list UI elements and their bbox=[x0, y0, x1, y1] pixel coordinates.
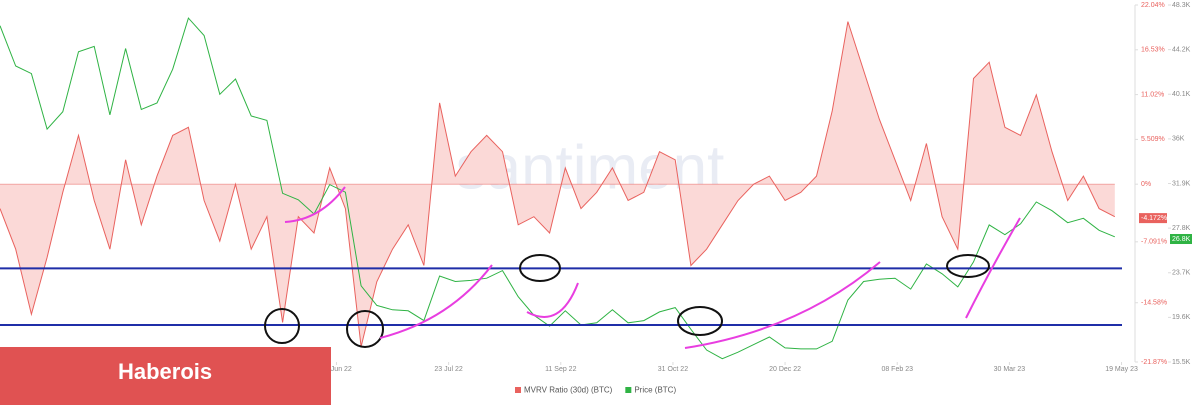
plot-layer: santiment-21.87%-14.58%-7.091%0%5.509%11… bbox=[0, 2, 1191, 373]
y2-tick-label: 40.1K bbox=[1172, 91, 1191, 98]
legend-swatch bbox=[625, 387, 632, 393]
y2-tick-label: 48.3K bbox=[1172, 2, 1191, 9]
current-badge bbox=[1170, 234, 1192, 245]
series-line bbox=[0, 21, 1116, 347]
y2-tick-label: 19.6K bbox=[1172, 314, 1191, 321]
banner-text: Haberois bbox=[118, 359, 212, 384]
y-tick-label: 22.04% bbox=[1141, 2, 1165, 9]
legend-label: MVRV Ratio (30d) (BTC) bbox=[524, 386, 613, 395]
x-tick-label: 19 May 23 bbox=[1105, 366, 1138, 373]
x-tick-label: 08 Feb 23 bbox=[881, 366, 913, 373]
annotation-arrow bbox=[684, 261, 881, 349]
y2-tick-label: 15.5K bbox=[1172, 359, 1191, 366]
y-tick-label: -21.87% bbox=[1141, 359, 1167, 366]
legend-swatch bbox=[515, 387, 521, 393]
annotation-arrow bbox=[379, 264, 493, 339]
x-tick-label: 03 Jun 22 bbox=[321, 366, 352, 373]
annotation-ellipse bbox=[519, 254, 561, 282]
x-tick-label: 11 Sep 22 bbox=[545, 366, 577, 373]
series-layer: -4.172% 26.8K bbox=[0, 17, 1192, 360]
annotation-ellipse bbox=[264, 308, 300, 344]
current-label: 26.8K bbox=[1172, 236, 1191, 243]
annotation-arrow bbox=[965, 217, 1021, 319]
current-badge bbox=[1139, 213, 1167, 224]
y2-tick-label: 23.7K bbox=[1172, 270, 1191, 277]
y-tick-label: 16.53% bbox=[1141, 47, 1165, 54]
series-line bbox=[0, 17, 1115, 360]
y-tick-label: -14.58% bbox=[1141, 300, 1167, 307]
annotations bbox=[264, 186, 1021, 349]
annotation-ellipse bbox=[346, 310, 384, 348]
y2-tick-label: 44.2K bbox=[1172, 46, 1191, 53]
annotation-ellipse bbox=[677, 306, 723, 336]
x-tick-label: 23 Jul 22 bbox=[434, 366, 463, 373]
y2-tick-label: 31.9K bbox=[1172, 180, 1191, 187]
x-tick-label: 31 Oct 22 bbox=[658, 366, 688, 373]
y-tick-label: 11.02% bbox=[1141, 91, 1164, 98]
annotation-ellipse bbox=[946, 254, 990, 278]
y-tick-label: -7.091% bbox=[1141, 239, 1167, 246]
y2-tick-label: 27.8K bbox=[1172, 225, 1191, 232]
y-tick-label: 5.509% bbox=[1141, 136, 1165, 143]
x-tick-label: 20 Dec 22 bbox=[769, 366, 801, 373]
legend-label: Price (BTC) bbox=[634, 386, 676, 395]
y2-tick-label: 36K bbox=[1172, 136, 1185, 143]
annotation-arrow bbox=[526, 282, 579, 318]
banner bbox=[0, 347, 331, 405]
annotation-arrow bbox=[284, 186, 346, 223]
current-label: -4.172% bbox=[1141, 215, 1167, 222]
y-tick-label: 0% bbox=[1141, 181, 1151, 188]
x-tick-label: 30 Mar 23 bbox=[994, 366, 1026, 373]
